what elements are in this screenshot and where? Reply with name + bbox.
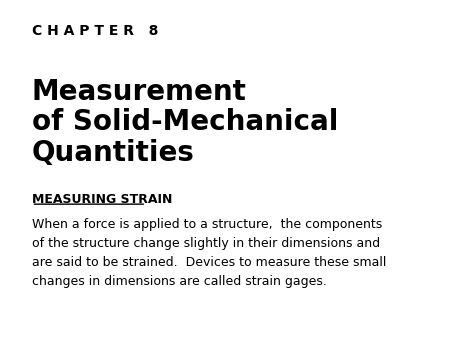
Text: MEASURING STRAIN: MEASURING STRAIN: [32, 193, 172, 206]
Text: C H A P T E R   8: C H A P T E R 8: [32, 24, 158, 38]
Text: Quantities: Quantities: [32, 139, 194, 167]
Text: Measurement: Measurement: [32, 78, 247, 106]
Text: of Solid-Mechanical: of Solid-Mechanical: [32, 108, 338, 136]
Text: When a force is applied to a structure,  the components
of the structure change : When a force is applied to a structure, …: [32, 218, 386, 288]
